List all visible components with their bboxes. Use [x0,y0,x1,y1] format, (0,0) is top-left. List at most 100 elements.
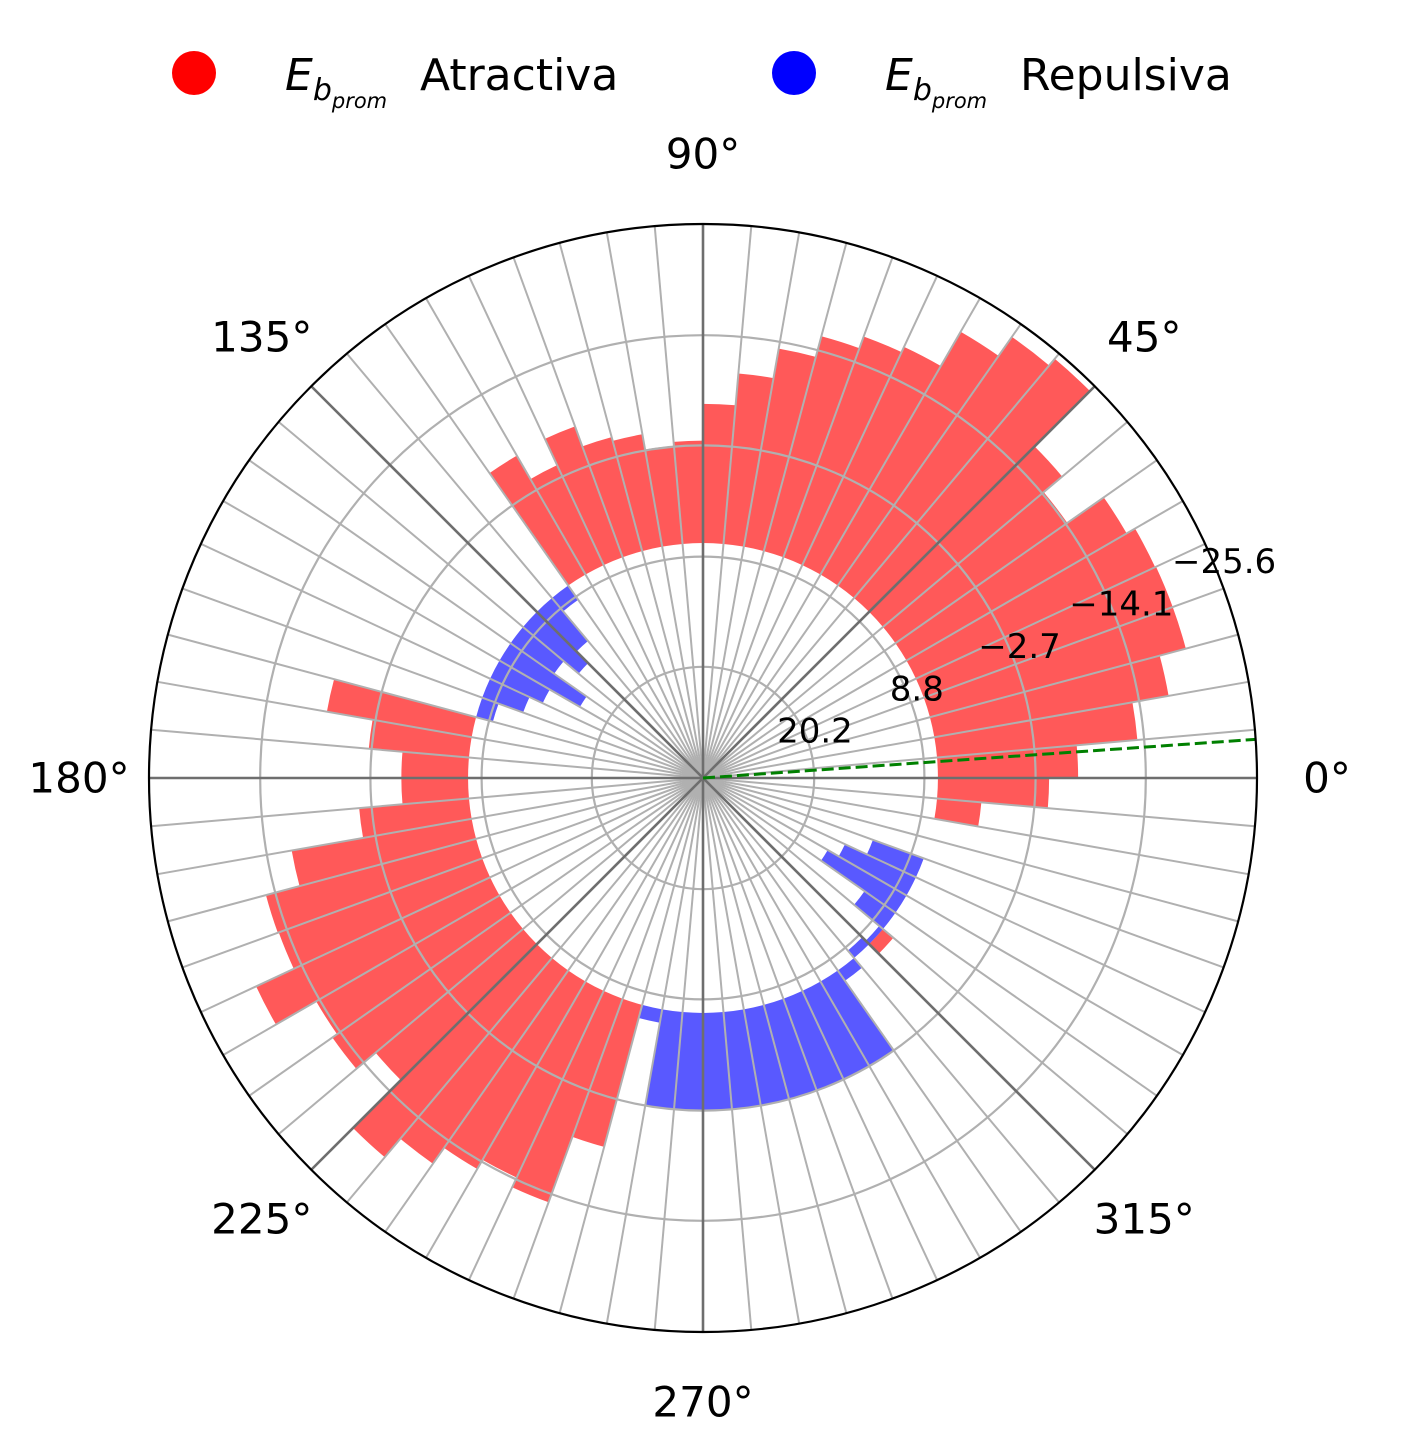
bar-atractiva-212.5 [316,895,511,1035]
grid [151,226,1255,1330]
major-angle-axis [310,385,704,779]
bar-atractiva-207.5 [256,877,500,1025]
angular-gridline [346,777,704,1204]
angular-gridline [702,777,1255,828]
bar-repulsiva-297.5 [802,981,870,1080]
bar-repulsiva-142.5 [510,626,564,674]
angular-gridline [702,352,1060,779]
angular-gridline [157,777,704,876]
angular-gridline [702,275,939,779]
bar-atractiva-252.5 [572,998,643,1147]
angular-gridline [425,777,704,1259]
bar-atractiva-32.5 [895,497,1127,661]
reference-line [702,737,1256,780]
bar-atractiva-47.5 [854,358,1090,612]
bar-repulsiva-282.5 [743,1004,790,1106]
radial-tick-label: 20.2 [777,712,853,752]
bar-atractiva-172.5 [368,719,472,758]
bar-atractiva-192.5 [291,818,477,887]
bar-repulsiva-132.5 [536,598,589,652]
bar-repulsiva-157.5 [482,678,530,713]
angular-gridline [248,777,704,1097]
angular-gridline [702,680,1249,779]
legend-symbol-sub: b [313,73,332,108]
angular-gridline [702,257,894,779]
angular-gridline [222,777,704,1056]
angular-gridline [702,242,848,779]
major-angle-axis [702,777,1096,1171]
bar-repulsiva-287.5 [763,998,817,1100]
angular-gridline [167,633,704,779]
angular-gridline [702,777,939,1281]
angular-gridline [222,500,704,779]
bar-atractiva-57.5 [820,331,999,586]
legend-item-atractiva: Ebprom Atractiva [172,50,618,113]
angular-gridline [702,777,1184,1056]
bar-repulsiva-262.5 [645,1009,683,1110]
angular-gridline [277,421,704,779]
bar-repulsiva-257.5 [638,1004,663,1023]
reference-dashed-line [702,737,1256,780]
angle-tick-label: 225° [211,1195,312,1244]
angular-gridline [702,297,981,779]
angular-gridline [151,728,704,779]
angular-gridline [702,777,1224,969]
angular-gridline [702,500,1184,779]
angular-gridline [702,777,981,1259]
legend-symbol-base: E [285,50,313,101]
radial-tick-label: 8.8 [890,669,944,709]
bar-atractiva-102.5 [612,434,663,552]
legend: Ebprom Atractiva Ebprom Repulsiva [172,50,1232,113]
radial-tick-label: −14.1 [1069,585,1173,625]
bar-atractiva-247.5 [512,990,623,1203]
angular-gridline [425,297,704,779]
angular-gridline [702,777,894,1299]
major-angle-axis [310,777,704,1171]
angular-gridline [605,232,704,779]
bar-repulsiva-327.5 [821,850,907,913]
angular-gridline [512,777,704,1299]
angular-gridline [248,459,704,779]
bar-atractiva-77.5 [743,348,816,552]
angular-gridline [702,633,1239,779]
bar-repulsiva-292.5 [783,990,844,1091]
bar-atractiva-352.5 [934,798,982,827]
angular-gridline [702,728,1255,779]
legend-label-atractiva: Ebprom Atractiva [285,50,618,113]
angle-tick-label: 270° [652,1378,753,1427]
bar-atractiva-177.5 [401,751,469,778]
bar-repulsiva-337.5 [866,839,924,878]
angular-gridline [558,777,704,1314]
bar-atractiva-72.5 [763,336,860,558]
legend-label-repulsiva: Ebprom Repulsiva [885,50,1232,113]
angle-tick-label: 0° [1303,754,1351,803]
angular-gridline [182,777,704,969]
bar-atractiva-232.5 [400,957,569,1164]
series-atractiva [256,331,1186,1203]
angular-gridline [182,587,704,779]
angular-gridline [702,777,1158,1097]
tick-labels: 0°45°90°135°180°225°270°315°20.28.8−2.7−… [28,130,1350,1427]
angular-gridline [702,232,801,779]
bar-repulsiva-302.5 [820,970,894,1067]
angular-gridline [702,777,848,1314]
angular-gridline [702,587,1224,779]
angular-gridline [346,352,704,779]
bar-atractiva-187.5 [359,798,472,838]
bar-atractiva-122.5 [489,455,586,586]
legend-symbol-sub: b [913,73,932,108]
bar-atractiva-12.5 [929,655,1169,738]
angle-tick-label: 90° [666,130,740,179]
major-angle-axis [702,385,1096,779]
angular-gridline [702,777,1129,1135]
legend-symbol-subsub: prom [331,89,387,113]
angular-gridline [653,226,704,779]
bar-atractiva-222.5 [375,929,537,1081]
angle-tick-label: 315° [1094,1195,1195,1244]
bar-repulsiva-312.5 [847,937,870,958]
angular-gridline [702,777,1239,923]
bar-atractiva-197.5 [265,838,483,933]
bar-repulsiva-277.5 [723,1009,761,1110]
bar-atractiva-167.5 [326,679,477,738]
